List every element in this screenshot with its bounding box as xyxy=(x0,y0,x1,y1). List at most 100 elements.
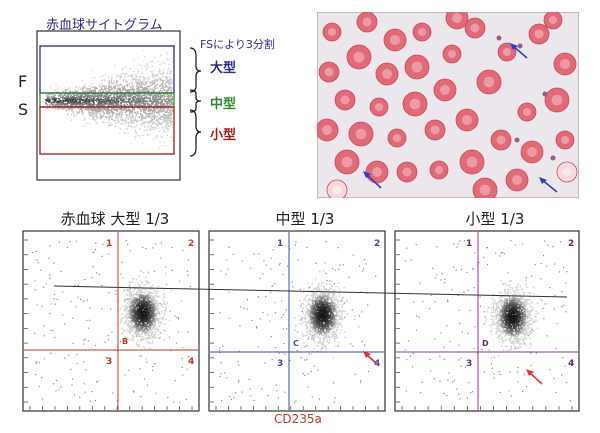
event-dot xyxy=(358,265,360,267)
cytogram-dot xyxy=(145,77,147,79)
cytogram-dot xyxy=(154,99,157,102)
cluster-dot xyxy=(341,317,343,320)
cytogram-dot xyxy=(104,107,106,110)
event-dot xyxy=(181,366,183,368)
cytogram-dot xyxy=(169,114,172,116)
cluster-dot xyxy=(160,304,162,306)
event-dot xyxy=(124,374,126,376)
cytogram-dot xyxy=(140,117,143,119)
event-dot xyxy=(302,372,304,375)
cytogram-dot xyxy=(144,129,146,131)
cluster-dot xyxy=(138,322,140,324)
cluster-dot xyxy=(162,306,164,308)
cytogram-dot xyxy=(166,86,168,88)
cytogram-dot xyxy=(126,91,129,93)
cytogram-dot xyxy=(152,83,154,85)
cytogram-dot xyxy=(109,94,111,97)
cluster-dot xyxy=(151,328,153,330)
cytogram-dot xyxy=(171,109,174,111)
event-dot xyxy=(306,359,308,361)
cytogram-dot xyxy=(85,103,88,105)
cytogram-dot xyxy=(86,109,88,111)
event-dot xyxy=(101,255,103,257)
cytogram-dot xyxy=(145,121,147,123)
cytogram-dot xyxy=(154,107,156,109)
cluster-dot xyxy=(142,299,145,301)
cytogram-dot xyxy=(47,98,49,100)
cluster-dot xyxy=(133,298,135,301)
cluster-dot xyxy=(319,270,321,273)
cluster-dot xyxy=(140,338,142,341)
cytogram-dot xyxy=(139,110,142,112)
cluster-dot xyxy=(132,307,135,309)
event-dot xyxy=(221,400,223,402)
cytogram-dot xyxy=(67,102,69,104)
event-dot xyxy=(188,355,190,357)
cytogram-dot xyxy=(140,95,142,97)
cytogram-dot xyxy=(152,119,154,121)
cytogram-dot xyxy=(97,109,99,111)
cytogram-dot xyxy=(125,94,127,97)
cluster-dot xyxy=(158,296,160,298)
cluster-dot xyxy=(158,320,160,322)
cytogram-dot xyxy=(143,93,146,96)
cytogram-dot xyxy=(78,103,81,106)
cytogram-dot xyxy=(127,75,129,77)
cluster-dot xyxy=(131,299,134,301)
cytogram-dot xyxy=(129,103,132,105)
cluster-dot xyxy=(131,305,133,307)
event-dot xyxy=(344,316,346,318)
cytogram-dot xyxy=(156,112,158,114)
cytogram-dot xyxy=(159,89,162,91)
cluster-dot xyxy=(137,302,140,304)
cytogram-dot xyxy=(136,120,139,123)
cytogram-dot xyxy=(49,105,51,107)
cluster-dot xyxy=(131,318,133,321)
cytogram-dot xyxy=(143,95,145,97)
cluster-dot xyxy=(133,311,136,313)
cytogram-dot xyxy=(108,86,110,89)
event-dot xyxy=(257,296,259,298)
cluster-dot xyxy=(307,316,310,318)
cytogram-dot xyxy=(154,123,157,125)
cytogram-dot xyxy=(90,94,92,97)
event-dot xyxy=(362,268,365,270)
cluster-dot xyxy=(132,336,135,338)
cluster-dot xyxy=(123,340,126,343)
cytogram-dot xyxy=(119,75,121,78)
cytogram-dot xyxy=(146,68,148,70)
cytogram-dot xyxy=(92,90,94,92)
cluster-dot xyxy=(151,340,154,343)
cluster-dot xyxy=(128,312,131,315)
cluster-dot xyxy=(133,321,136,323)
cluster-dot xyxy=(340,323,342,326)
cytogram-dot xyxy=(144,65,146,68)
cytogram-dot xyxy=(93,99,95,101)
cytogram-dot xyxy=(118,100,120,103)
cytogram-dot xyxy=(153,81,155,83)
cytogram-dot xyxy=(76,97,78,99)
cytogram-dot xyxy=(117,104,119,106)
cytogram-dot xyxy=(70,107,72,109)
cluster-dot xyxy=(316,308,319,310)
cytogram-dot xyxy=(148,86,151,88)
cluster-dot xyxy=(133,300,135,303)
cluster-dot xyxy=(328,293,330,296)
cluster-dot xyxy=(141,331,143,333)
cell-pallor xyxy=(327,27,337,37)
cluster-dot xyxy=(143,347,146,350)
cytogram-dot xyxy=(119,111,121,113)
cluster-dot xyxy=(132,311,135,313)
cytogram-dot xyxy=(165,145,167,147)
cytogram-dot xyxy=(146,128,148,131)
cytogram-dot xyxy=(110,80,113,82)
cytogram-dot xyxy=(91,113,93,116)
cluster-dot xyxy=(155,317,158,319)
event-dot xyxy=(363,259,366,261)
cytogram-dot xyxy=(70,105,72,107)
cytogram-dot xyxy=(92,114,94,117)
cytogram-dot xyxy=(75,101,77,103)
cytogram-dot xyxy=(151,80,153,82)
cytogram-dot xyxy=(46,104,49,106)
cytogram-dot xyxy=(159,96,161,98)
